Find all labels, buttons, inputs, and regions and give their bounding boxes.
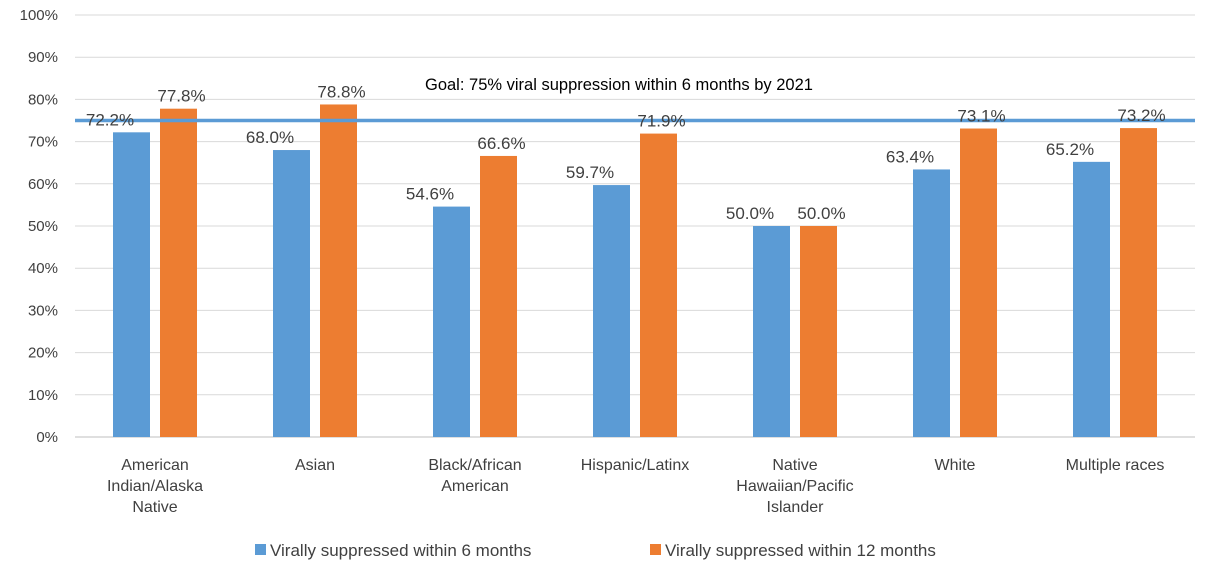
data-labels: 72.2% 77.8% 68.0% 78.8% 54.6% 66.6% 59.7% 71.9%… <box>86 82 1166 223</box>
x-tick-label-line: Hawaiian/Pacific <box>736 478 853 495</box>
y-tick-label: 40% <box>28 260 58 277</box>
x-tick-label-line: Asian <box>295 457 335 474</box>
bar <box>1073 161 1110 437</box>
x-tick-label-line: Hispanic/Latinx <box>581 457 690 474</box>
goal-label: Goal: 75% viral suppression within 6 mon… <box>425 76 813 94</box>
bar <box>1120 128 1157 437</box>
data-label: 73.1% <box>957 107 1005 126</box>
bar <box>113 132 150 438</box>
x-tick-label: Multiple races <box>1066 457 1165 474</box>
bar <box>273 150 310 438</box>
y-tick-label: 30% <box>28 302 58 319</box>
x-tick-label: Black/African American <box>428 457 521 495</box>
data-label: 59.7% <box>566 163 614 182</box>
bar <box>753 226 790 437</box>
x-tick-label: White <box>935 457 976 474</box>
x-tick-label: Asian <box>295 457 335 474</box>
x-tick-label-line: American <box>441 478 509 495</box>
data-label: 54.6% <box>406 185 454 204</box>
data-label: 65.2% <box>1046 140 1094 159</box>
bar <box>913 169 950 437</box>
data-label: 78.8% <box>317 82 365 101</box>
y-tick-label: 10% <box>28 387 58 404</box>
y-tick-label: 90% <box>28 49 58 66</box>
bar <box>480 155 517 437</box>
data-label: 50.0% <box>726 204 774 223</box>
x-tick-label-line: Multiple races <box>1066 457 1165 474</box>
bar <box>433 206 470 437</box>
x-tick-label-line: Islander <box>767 499 825 516</box>
bar <box>160 108 197 438</box>
y-tick-label: 0% <box>36 429 58 446</box>
data-label: 71.9% <box>637 112 685 131</box>
x-tick-label-line: Indian/Alaska <box>107 478 203 495</box>
y-tick-label: 80% <box>28 91 58 108</box>
data-label: 68.0% <box>246 128 294 147</box>
y-tick-label: 100% <box>20 7 58 24</box>
data-label: 50.0% <box>797 204 845 223</box>
x-tick-label: Hispanic/Latinx <box>581 457 690 474</box>
x-tick-label-line: Native <box>772 457 817 474</box>
x-axis-labels: American Indian/Alaska Native Asian Black/Af… <box>107 457 1164 516</box>
bar <box>320 104 357 438</box>
bar <box>800 226 837 437</box>
legend: Virally suppressed within 6 months Virall… <box>255 541 936 560</box>
x-tick-label: American Indian/Alaska Native <box>107 457 203 516</box>
x-tick-label: Native Hawaiian/Pacific Islander <box>736 457 853 516</box>
legend-label: Virally suppressed within 12 months <box>665 541 936 560</box>
x-tick-label-line: Native <box>132 499 177 516</box>
legend-swatch <box>650 544 661 555</box>
y-axis-ticks: 0% 10% 20% 30% 40% 50% 60% 70% 80% 90% 100% <box>20 7 58 446</box>
bar <box>593 185 630 437</box>
y-tick-label: 20% <box>28 345 58 362</box>
y-gridlines <box>75 14 1195 438</box>
x-tick-label-line: White <box>935 457 976 474</box>
data-label: 77.8% <box>157 87 205 106</box>
y-tick-label: 70% <box>28 134 58 151</box>
bar <box>640 133 677 437</box>
data-label: 73.2% <box>1117 106 1165 125</box>
y-tick-label: 60% <box>28 176 58 193</box>
bars <box>113 104 1157 438</box>
y-tick-label: 50% <box>28 218 58 235</box>
legend-label: Virally suppressed within 6 months <box>270 541 531 560</box>
bar <box>960 128 997 437</box>
data-label: 72.2% <box>86 110 134 129</box>
legend-swatch <box>255 544 266 555</box>
data-label: 63.4% <box>886 147 934 166</box>
x-tick-label-line: Black/African <box>428 457 521 474</box>
x-tick-label-line: American <box>121 457 189 474</box>
data-label: 66.6% <box>477 134 525 153</box>
